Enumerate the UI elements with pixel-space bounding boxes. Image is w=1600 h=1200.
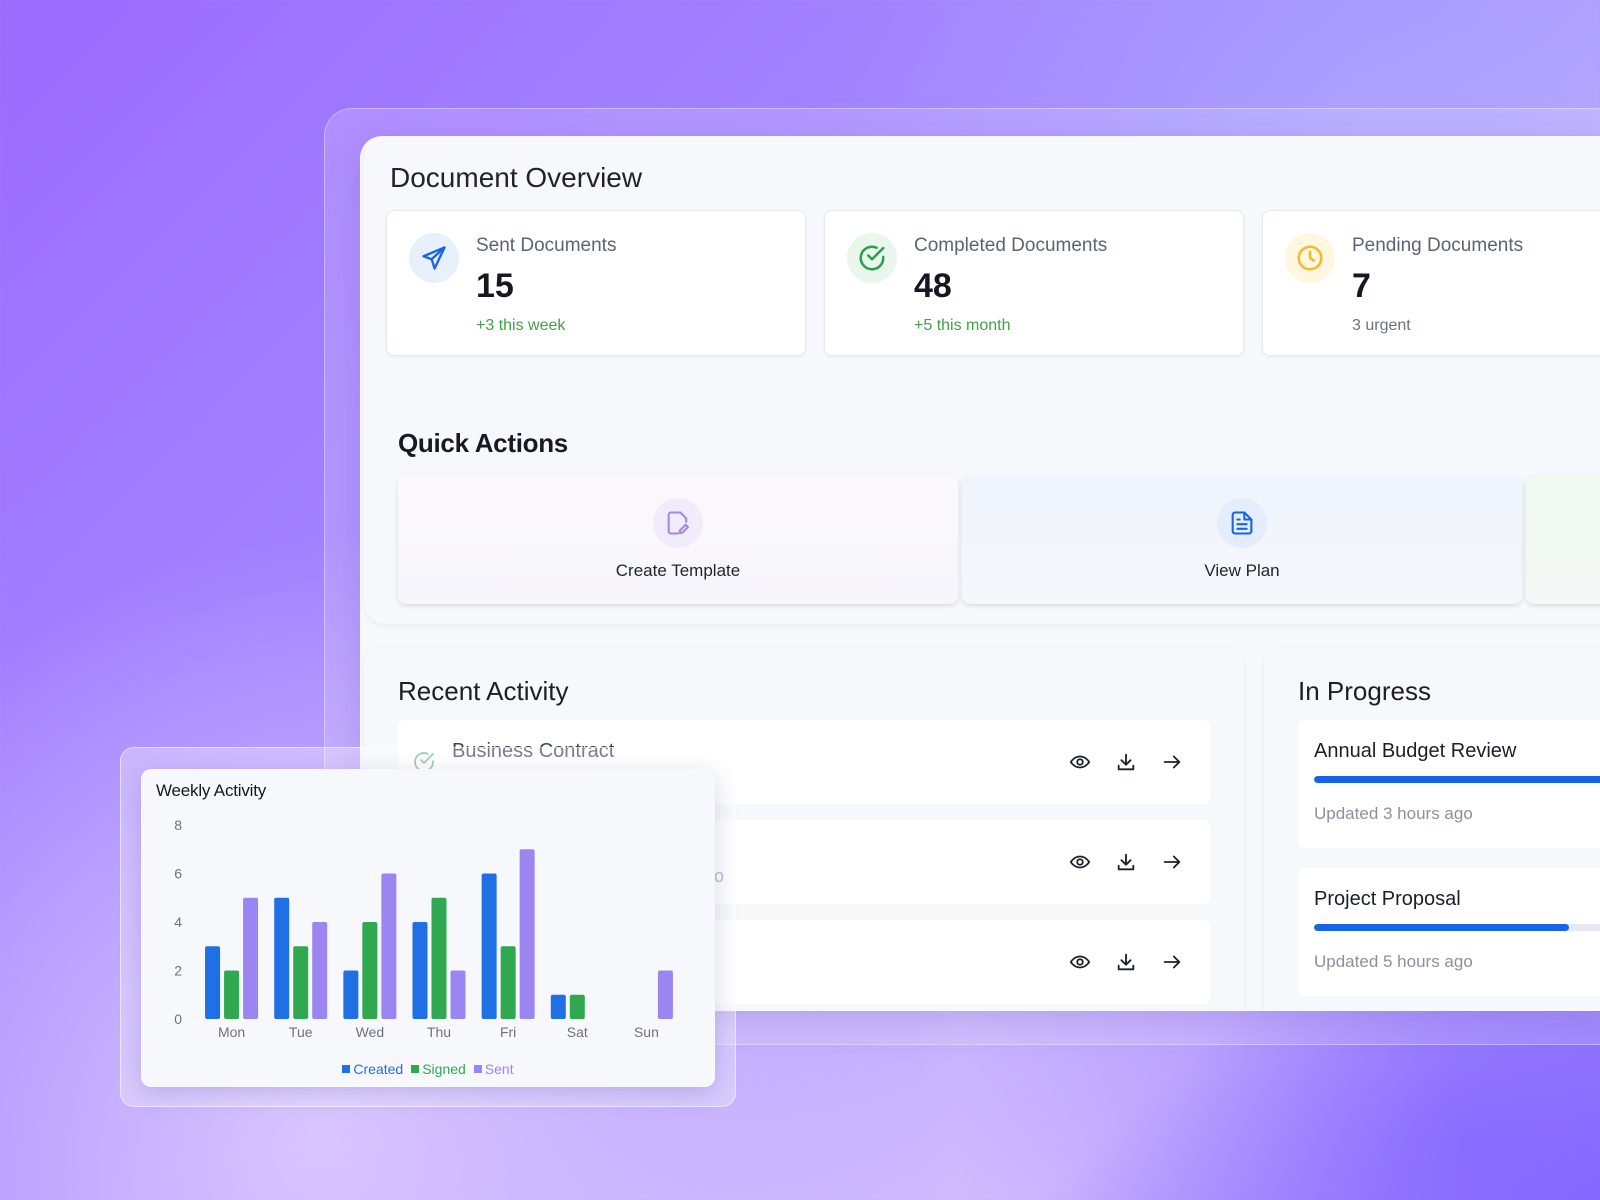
create-template-button[interactable]: Create Template	[398, 476, 958, 604]
quick-action-card-partial[interactable]	[1526, 476, 1600, 604]
x-tick-label: Wed	[356, 1024, 385, 1040]
progress-updated: Updated 3 hours ago	[1314, 804, 1473, 823]
x-tick-label: Sat	[567, 1024, 588, 1040]
legend-swatch	[342, 1065, 351, 1073]
bar-created-sat	[550, 994, 566, 1019]
stat-label: Sent Documents	[476, 235, 617, 256]
legend-swatch	[473, 1065, 482, 1073]
bar-created-mon	[205, 946, 221, 1019]
stat-card-pending[interactable]: Pending Documents 7 3 urgent	[1262, 210, 1600, 356]
stat-card-sent[interactable]: Sent Documents 15 +3 this week	[386, 210, 806, 356]
bar-sent-fri	[519, 849, 535, 1019]
bar-signed-fri	[500, 946, 516, 1019]
bar-signed-thu	[431, 897, 447, 1019]
bar-signed-mon	[224, 970, 240, 1019]
legend-item[interactable]: Signed	[411, 1061, 466, 1077]
row-actions	[1068, 750, 1184, 774]
activity-title: Business Contract	[452, 740, 615, 762]
bar-sent-mon	[243, 897, 259, 1019]
stat-label: Pending Documents	[1352, 235, 1524, 256]
view-plan-button[interactable]: View Plan	[962, 476, 1522, 604]
stat-sub: 3 urgent	[1352, 317, 1411, 334]
quick-action-label: View Plan	[1204, 561, 1280, 580]
progress-title: Annual Budget Review	[1314, 740, 1517, 762]
bar-created-thu	[412, 922, 428, 1019]
bar-sent-thu	[450, 970, 466, 1019]
legend-swatch	[411, 1065, 420, 1073]
x-tick-label: Sun	[634, 1024, 659, 1040]
edit-document-icon	[653, 498, 703, 548]
bar-signed-sat	[569, 994, 585, 1019]
arrow-right-icon[interactable]	[1160, 850, 1184, 874]
page-title: Document Overview	[390, 162, 643, 193]
eye-icon[interactable]	[1068, 750, 1092, 774]
stat-value: 15	[476, 267, 514, 305]
stat-label: Completed Documents	[914, 235, 1108, 256]
download-icon[interactable]	[1114, 950, 1138, 974]
legend-label: Sent	[484, 1061, 514, 1077]
x-tick-label: Thu	[427, 1024, 451, 1040]
chart-plot: 0 2 4 6 8 Mon Tue Wed Thu Fri Sat Sun	[174, 817, 673, 1040]
y-tick-label: 8	[174, 817, 182, 833]
stat-value: 48	[914, 267, 952, 305]
clock-icon	[1285, 233, 1335, 283]
stat-card-completed[interactable]: Completed Documents 48 +5 this month	[824, 210, 1244, 356]
bar-created-fri	[481, 873, 497, 1019]
x-tick-label: Mon	[218, 1024, 245, 1040]
x-tick-label: Tue	[289, 1024, 313, 1040]
quick-action-label: Create Template	[615, 561, 741, 580]
bar-signed-tue	[293, 946, 309, 1019]
row-actions	[1068, 850, 1184, 874]
download-icon[interactable]	[1114, 750, 1138, 774]
check-circle-icon	[412, 750, 436, 779]
in-progress-panel: In Progress Annual Budget Review Updated…	[1264, 648, 1600, 1011]
legend-label: Signed	[422, 1061, 466, 1077]
x-tick-label: Fri	[500, 1024, 516, 1040]
stat-sub: +3 this week	[476, 317, 566, 334]
y-tick-label: 0	[174, 1011, 182, 1027]
legend-label: Created	[353, 1061, 404, 1077]
stat-value: 7	[1352, 267, 1371, 305]
progress-card[interactable]: Annual Budget Review Updated 3 hours ago	[1298, 720, 1600, 848]
overview-panel: Document Overview Sent Documents 15 +3 t…	[364, 136, 1600, 624]
bar-sent-wed	[381, 873, 397, 1019]
bar-signed-wed	[362, 922, 378, 1019]
bar-created-wed	[343, 970, 359, 1019]
progress-fill	[1314, 776, 1600, 783]
arrow-right-icon[interactable]	[1160, 750, 1184, 774]
download-icon[interactable]	[1114, 850, 1138, 874]
stat-sub: +5 this month	[914, 317, 1011, 334]
chart-title: Weekly Activity	[156, 781, 267, 800]
bar-created-tue	[274, 897, 290, 1019]
progress-track	[1314, 924, 1600, 931]
y-tick-label: 4	[174, 914, 182, 930]
quick-actions-title: Quick Actions	[398, 428, 568, 458]
legend-item[interactable]: Sent	[473, 1061, 514, 1077]
send-icon	[409, 233, 459, 283]
progress-title: Project Proposal	[1314, 888, 1461, 910]
eye-icon[interactable]	[1068, 850, 1092, 874]
eye-icon[interactable]	[1068, 950, 1092, 974]
weekly-activity-chart: 0 2 4 6 8 Mon Tue Wed Thu Fri Sat Sun Weekly Activi…	[141, 769, 715, 1087]
progress-fill	[1314, 924, 1569, 931]
recent-activity-title: Recent Activity	[398, 676, 569, 706]
y-tick-label: 2	[174, 963, 182, 979]
in-progress-title: In Progress	[1298, 676, 1431, 706]
arrow-right-icon[interactable]	[1160, 950, 1184, 974]
progress-card[interactable]: Project Proposal Updated 5 hours ago	[1298, 868, 1600, 996]
bar-sent-tue	[312, 922, 328, 1019]
progress-updated: Updated 5 hours ago	[1314, 952, 1473, 971]
bar-sent-sun	[657, 970, 673, 1019]
y-tick-label: 6	[174, 866, 182, 882]
chart-legend: Created Signed Sent	[141, 1061, 715, 1077]
document-icon	[1217, 498, 1267, 548]
legend-item[interactable]: Created	[342, 1061, 403, 1077]
progress-track	[1314, 776, 1600, 783]
row-actions	[1068, 950, 1184, 974]
check-circle-icon	[847, 233, 897, 283]
